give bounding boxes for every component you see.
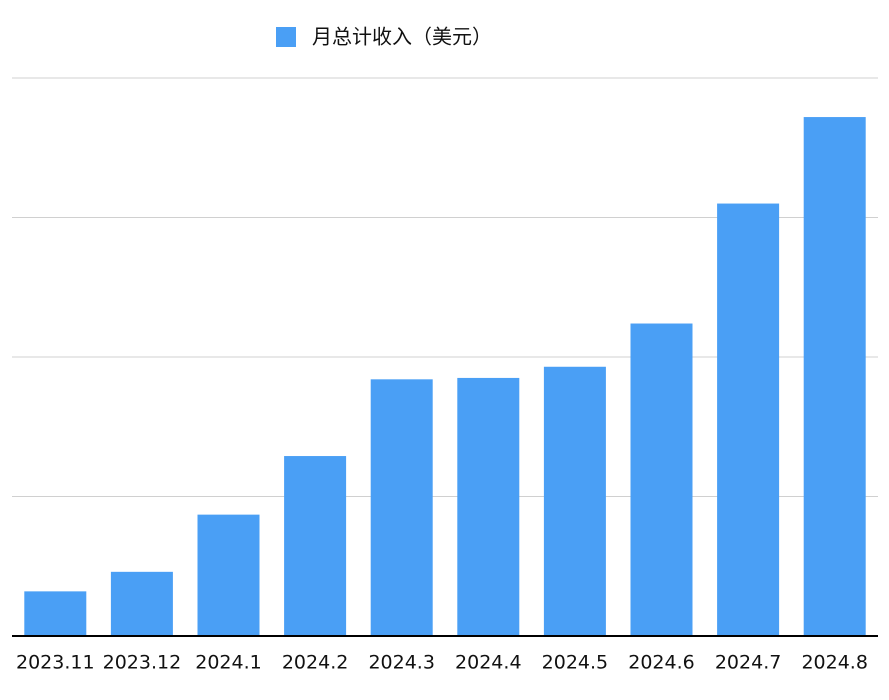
bar	[110, 571, 173, 636]
legend-swatch	[276, 27, 296, 47]
bar	[803, 117, 866, 636]
legend-label: 月总计收入（美元）	[312, 25, 492, 49]
x-tick-label: 2024.7	[715, 652, 781, 674]
bar	[24, 591, 87, 636]
bar	[370, 379, 433, 636]
bar	[630, 323, 693, 636]
x-tick-label: 2024.4	[455, 652, 521, 674]
bar	[543, 366, 606, 636]
x-tick-label: 2024.5	[542, 652, 608, 674]
x-tick-label: 2023.12	[103, 652, 182, 674]
x-tick-label: 2024.1	[195, 652, 261, 674]
x-tick-label: 2024.8	[801, 652, 867, 674]
bar	[284, 456, 347, 636]
x-tick-label: 2024.3	[368, 652, 434, 674]
x-tick-label: 2023.11	[16, 652, 95, 674]
bar	[457, 377, 520, 636]
bar	[717, 203, 780, 637]
bar	[197, 514, 260, 636]
x-tick-label: 2024.2	[282, 652, 348, 674]
x-tick-label: 2024.6	[628, 652, 694, 674]
